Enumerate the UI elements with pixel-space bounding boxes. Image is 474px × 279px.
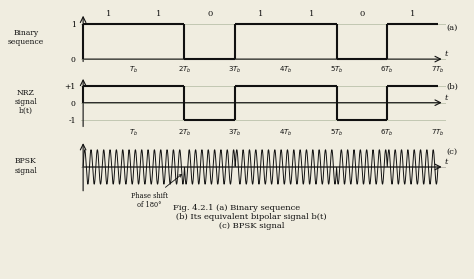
Text: $4T_b$: $4T_b$ <box>279 128 292 138</box>
Text: 1: 1 <box>309 10 314 18</box>
Text: $7T_b$: $7T_b$ <box>431 128 445 138</box>
Text: $3T_b$: $3T_b$ <box>228 65 242 75</box>
Text: t: t <box>445 94 448 102</box>
Text: 1: 1 <box>410 10 415 18</box>
Text: Phase shift
of 180°: Phase shift of 180° <box>130 174 182 209</box>
Text: Fig. 4.2.1 (a) Binary sequence
           (b) Its equivalent bipolar signal b(t): Fig. 4.2.1 (a) Binary sequence (b) Its e… <box>147 204 327 230</box>
Text: $5T_b$: $5T_b$ <box>330 128 343 138</box>
Text: Binary
sequence: Binary sequence <box>8 29 44 46</box>
Text: t: t <box>445 158 448 166</box>
Text: (c): (c) <box>446 148 457 155</box>
Text: 1: 1 <box>156 10 162 18</box>
Text: $7T_b$: $7T_b$ <box>431 65 445 75</box>
Text: $5T_b$: $5T_b$ <box>330 65 343 75</box>
Text: 1: 1 <box>106 10 111 18</box>
Text: (b): (b) <box>446 83 458 91</box>
Text: NRZ
signal
b(t): NRZ signal b(t) <box>14 89 37 115</box>
Text: $6T_b$: $6T_b$ <box>381 65 394 75</box>
Text: BPSK
signal: BPSK signal <box>14 157 37 175</box>
Text: $T_b$: $T_b$ <box>129 65 138 75</box>
Text: 0: 0 <box>207 10 212 18</box>
Text: $4T_b$: $4T_b$ <box>279 65 292 75</box>
Text: $2T_b$: $2T_b$ <box>178 128 191 138</box>
Text: (a): (a) <box>446 24 457 32</box>
Text: t: t <box>445 50 448 58</box>
Text: $3T_b$: $3T_b$ <box>228 128 242 138</box>
Text: 1: 1 <box>258 10 263 18</box>
Text: 0: 0 <box>359 10 365 18</box>
Text: $2T_b$: $2T_b$ <box>178 65 191 75</box>
Text: $T_b$: $T_b$ <box>129 128 138 138</box>
Text: $6T_b$: $6T_b$ <box>381 128 394 138</box>
